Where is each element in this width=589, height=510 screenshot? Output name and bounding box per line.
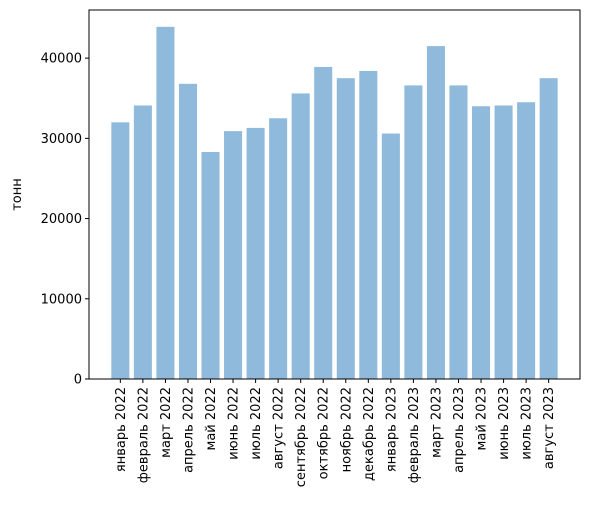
x-tick-label: июль 2022 bbox=[249, 387, 264, 460]
x-axis-ticks: январь 2022 февраль 2022 март 2022 апрель 2… bbox=[114, 379, 557, 487]
y-tick-label: 10000 bbox=[41, 292, 82, 307]
x-tick-label: январь 2022 bbox=[114, 387, 129, 472]
x-tick-label: август 2023 bbox=[542, 387, 557, 469]
y-axis-label: тонн bbox=[10, 178, 25, 211]
plot-frame bbox=[88, 9, 581, 380]
bar-8 bbox=[269, 118, 288, 379]
x-tick-label: июнь 2023 bbox=[497, 387, 512, 460]
x-tick-label: апрель 2022 bbox=[181, 387, 196, 473]
x-tick-label: ноябрь 2022 bbox=[339, 387, 354, 472]
bar-16 bbox=[449, 85, 468, 379]
x-tick-label: февраль 2022 bbox=[136, 387, 151, 483]
bar-9 bbox=[291, 93, 310, 379]
bar-7 bbox=[246, 127, 265, 380]
x-tick-label: май 2022 bbox=[204, 387, 219, 450]
y-axis-ticks: 0 10000 20000 30000 40000 bbox=[41, 52, 89, 388]
x-tick-label: август 2022 bbox=[272, 387, 287, 469]
y-tick-label: 20000 bbox=[41, 212, 82, 227]
bar-4 bbox=[178, 83, 197, 380]
bar-13 bbox=[381, 133, 400, 379]
bar-1 bbox=[111, 122, 130, 379]
bar-5 bbox=[201, 151, 220, 379]
bars-group bbox=[111, 26, 558, 380]
x-tick-label: март 2023 bbox=[429, 387, 444, 458]
bar-2 bbox=[133, 105, 152, 380]
bar-11 bbox=[336, 78, 355, 379]
x-tick-label: декабрь 2022 bbox=[362, 387, 377, 481]
bar-6 bbox=[224, 131, 243, 379]
y-tick-label: 0 bbox=[74, 373, 82, 388]
bar-12 bbox=[359, 70, 378, 380]
x-tick-label: январь 2023 bbox=[384, 387, 399, 472]
bar-15 bbox=[426, 46, 445, 379]
y-tick-label: 30000 bbox=[41, 132, 82, 147]
x-tick-label: сентябрь 2022 bbox=[294, 387, 309, 487]
bar-10 bbox=[314, 66, 333, 379]
x-tick-label: июль 2023 bbox=[520, 387, 535, 460]
x-tick-label: апрель 2023 bbox=[452, 387, 467, 473]
x-tick-label: февраль 2023 bbox=[407, 387, 422, 483]
bar-18 bbox=[494, 105, 513, 380]
bar-19 bbox=[517, 102, 536, 379]
x-tick-label: июнь 2022 bbox=[227, 387, 242, 460]
bar-3 bbox=[156, 26, 175, 380]
y-tick-label: 40000 bbox=[41, 52, 82, 67]
x-tick-label: март 2022 bbox=[159, 387, 174, 458]
x-tick-label: май 2023 bbox=[475, 387, 490, 450]
bar-14 bbox=[404, 85, 423, 379]
bar-17 bbox=[472, 106, 491, 380]
x-tick-label: октябрь 2022 bbox=[317, 387, 332, 479]
bar-20 bbox=[539, 78, 558, 379]
